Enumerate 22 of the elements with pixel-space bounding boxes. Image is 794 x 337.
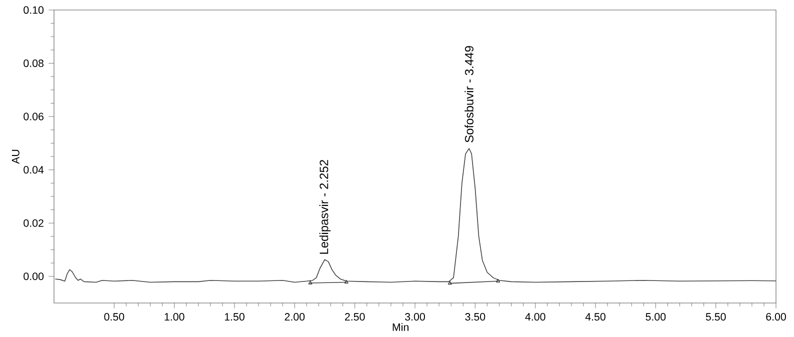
x-tick-label: 2.50 — [345, 313, 365, 321]
x-tick-label: 3.50 — [465, 313, 486, 321]
x-tick-label: 5.50 — [706, 313, 726, 321]
x-tick-label: 3.00 — [405, 313, 425, 321]
x-axis-title: Min — [392, 323, 408, 331]
x-tick-label: 1.00 — [164, 313, 184, 321]
y-tick-label: 0.02 — [24, 219, 44, 227]
x-tick-label: 5.00 — [646, 313, 666, 321]
y-tick-label: 0.04 — [24, 166, 44, 174]
x-tick-label: 4.00 — [525, 313, 546, 321]
y-axis-title: AU — [12, 150, 20, 164]
x-tick-label: 0.50 — [104, 313, 124, 321]
y-tick-label: 0.10 — [24, 6, 44, 14]
y-tick-label: 0.08 — [24, 60, 44, 68]
y-tick-label: 0.00 — [24, 272, 44, 280]
x-tick-label: 6.00 — [766, 313, 786, 321]
annotation: Ledipasvir - 2.252 — [319, 160, 331, 254]
x-tick-label: 1.50 — [224, 313, 244, 321]
x-tick-label: 2.00 — [284, 313, 305, 321]
y-tick-label: 0.06 — [24, 112, 44, 120]
x-tick-label: 4.50 — [585, 313, 606, 321]
annotation: Sofosbuvir - 3.449 — [464, 46, 474, 142]
